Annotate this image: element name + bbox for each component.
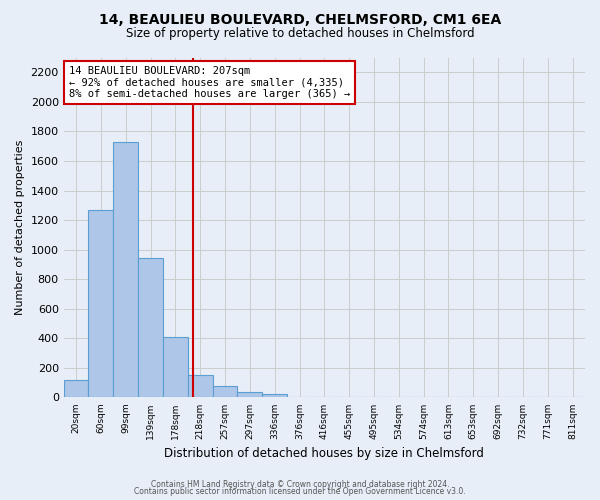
Bar (138, 258, 163, 398)
X-axis label: Distribution of detached houses by size in Chelmsford: Distribution of detached houses by size … (164, 447, 484, 460)
Bar (88, 210, 113, 398)
Text: Contains HM Land Registry data © Crown copyright and database right 2024.: Contains HM Land Registry data © Crown c… (151, 480, 449, 489)
Text: 14 BEAULIEU BOULEVARD: 207sqm
← 92% of detached houses are smaller (4,335)
8% of: 14 BEAULIEU BOULEVARD: 207sqm ← 92% of d… (69, 66, 350, 99)
Bar (64, 380, 88, 398)
Bar (163, 337, 188, 398)
Y-axis label: Number of detached properties: Number of detached properties (15, 140, 25, 315)
Text: 14, BEAULIEU BOULEVARD, CHELMSFORD, CM1 6EA: 14, BEAULIEU BOULEVARD, CHELMSFORD, CM1 … (99, 12, 501, 26)
Text: Contains public sector information licensed under the Open Government Licence v3: Contains public sector information licen… (134, 488, 466, 496)
Text: Size of property relative to detached houses in Chelmsford: Size of property relative to detached ho… (125, 28, 475, 40)
Bar (212, 386, 238, 398)
Bar (188, 376, 212, 398)
Bar (238, 392, 262, 398)
Bar (262, 394, 287, 398)
Bar (113, 142, 138, 398)
